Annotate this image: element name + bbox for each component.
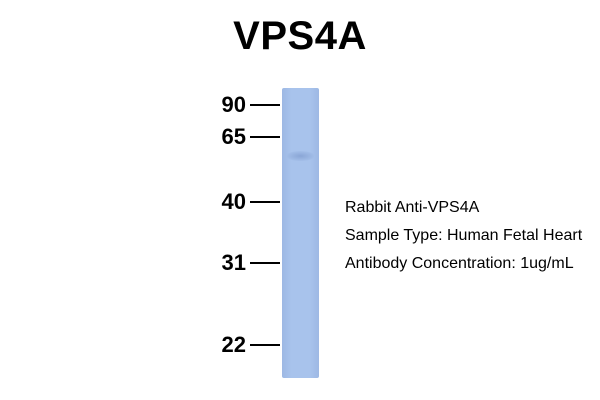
antibody-concentration-label: Antibody Concentration: 1ug/mL (345, 255, 574, 272)
blot-lane (282, 88, 319, 378)
marker-90: 90 (200, 93, 280, 117)
protein-band (286, 151, 315, 162)
marker-tick (250, 344, 280, 346)
marker-tick (250, 104, 280, 106)
marker-tick (250, 136, 280, 138)
marker-label: 22 (221, 332, 246, 357)
marker-40: 40 (200, 190, 280, 214)
blot-title: VPS4A (233, 14, 367, 58)
marker-label: 31 (221, 250, 246, 275)
marker-31: 31 (200, 251, 280, 275)
antibody-label: Rabbit Anti-VPS4A (345, 199, 480, 216)
marker-65: 65 (200, 125, 280, 149)
marker-label: 65 (221, 124, 246, 149)
marker-label: 40 (221, 189, 246, 214)
marker-label: 90 (221, 92, 246, 117)
sample-type-label: Sample Type: Human Fetal Heart (345, 227, 583, 244)
marker-22: 22 (200, 333, 280, 357)
marker-tick (250, 201, 280, 203)
marker-tick (250, 262, 280, 264)
